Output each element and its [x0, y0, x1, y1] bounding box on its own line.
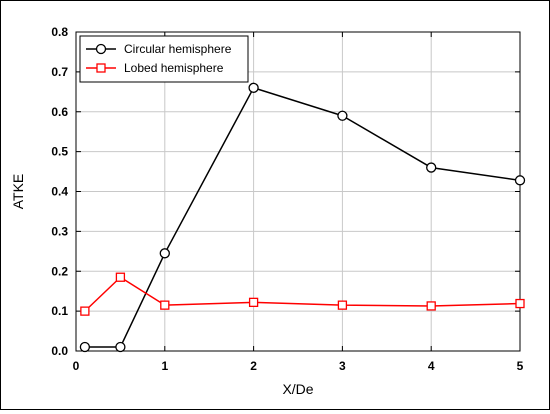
data-point-square: [80, 306, 90, 316]
data-point-circle: [79, 341, 91, 353]
data-point-circle: [337, 110, 348, 121]
series-line: [84, 87, 521, 348]
data-series: [79, 82, 526, 353]
y-tick-label: 0.4: [51, 185, 68, 199]
legend: Circular hemisphere Lobed hemisphere: [79, 35, 249, 83]
legend-label: Circular hemisphere: [124, 42, 232, 56]
x-tick-label: 4: [428, 359, 435, 373]
data-point-square: [160, 300, 170, 310]
data-point-circle: [248, 82, 259, 93]
x-tick-label: 1: [161, 359, 168, 373]
y-tick-label: 0.6: [51, 105, 68, 119]
axes: [75, 31, 521, 352]
data-point-circle: [426, 162, 437, 173]
legend-label: Lobed hemisphere: [124, 61, 224, 75]
y-tick-label: 0.2: [51, 264, 68, 278]
series-lobed: [80, 272, 525, 316]
tick-labels: 0 1 2 3 4 5 0.0 0.1 0.2 0.3 0.4 0.5 0.6 0.7 0.8: [51, 25, 523, 373]
data-point-square: [515, 298, 525, 309]
y-tick-label: 0.1: [51, 304, 68, 318]
legend-marker-circle: [95, 43, 107, 55]
series-line: [84, 276, 521, 312]
data-point-circle: [159, 248, 170, 259]
data-point-square: [115, 272, 126, 282]
data-point-circle: [115, 341, 126, 353]
x-tick-label: 5: [517, 359, 524, 373]
y-tick-label: 0.8: [51, 25, 68, 39]
data-point-square: [248, 297, 259, 308]
y-tick-label: 0.3: [51, 224, 68, 238]
y-tick-label: 0.7: [51, 65, 68, 79]
x-tick-label: 2: [250, 359, 257, 373]
data-point-circle: [514, 175, 526, 186]
legend-marker-square: [96, 63, 106, 73]
data-point-square: [337, 300, 348, 310]
y-tick-label: 0.0: [51, 344, 68, 358]
x-axis-title: X/De: [282, 381, 313, 397]
x-tick-label: 0: [73, 359, 80, 373]
legend-entry: Lobed hemisphere: [86, 61, 224, 75]
y-axis-title: ATKE: [10, 174, 26, 210]
legend-entry: Circular hemisphere: [86, 42, 232, 56]
data-point-square: [426, 301, 436, 311]
legend-box: [79, 35, 249, 83]
y-tick-label: 0.5: [51, 145, 68, 159]
x-tick-label: 3: [339, 359, 346, 373]
series-circular: [79, 82, 526, 353]
